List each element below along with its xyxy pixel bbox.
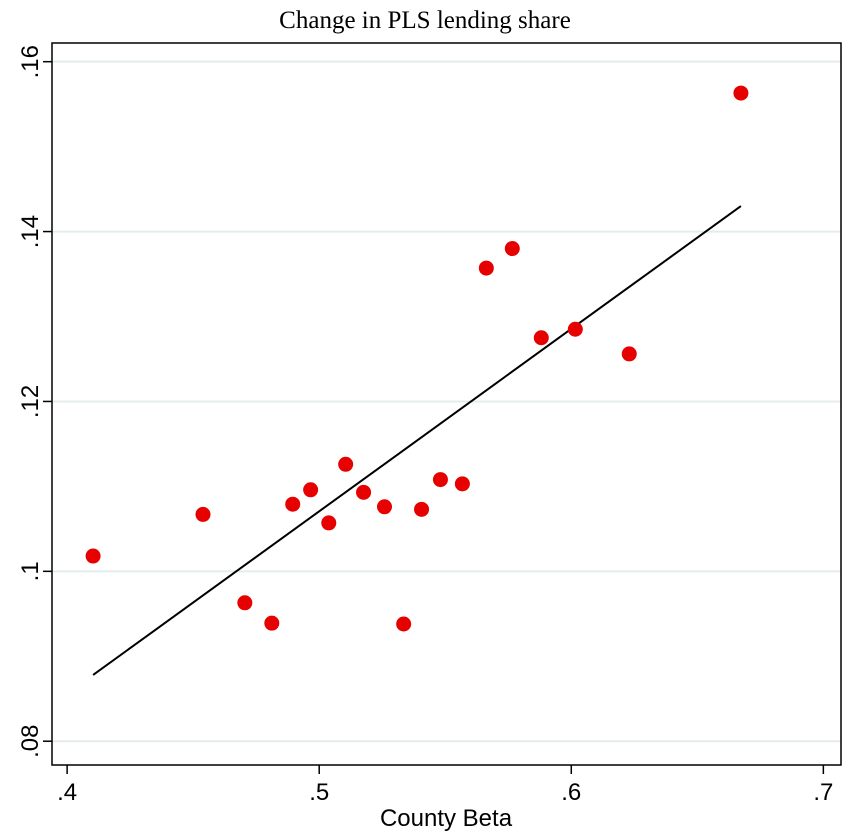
- point: [504, 241, 520, 257]
- point: [321, 515, 337, 531]
- x-tick-label: .5: [309, 779, 329, 806]
- point: [533, 330, 549, 346]
- point: [414, 501, 430, 517]
- chart-title: Change in PLS lending share: [279, 7, 571, 34]
- point: [338, 456, 354, 472]
- fit-line: [92, 205, 742, 676]
- point: [454, 476, 470, 492]
- point: [285, 496, 301, 512]
- x-tick-label: .4: [57, 779, 77, 806]
- point: [85, 548, 101, 564]
- y-tick-label: .16: [17, 45, 44, 78]
- point: [195, 506, 211, 522]
- point: [264, 615, 280, 631]
- point: [733, 85, 749, 101]
- point: [432, 472, 448, 488]
- y-tick-label: .08: [17, 725, 44, 758]
- y-tick-label: .1: [17, 561, 44, 581]
- point: [356, 484, 372, 500]
- point: [237, 595, 253, 611]
- x-tick-label: .6: [561, 779, 581, 806]
- y-tick-label: .12: [17, 385, 44, 418]
- point: [567, 321, 583, 337]
- plot-frame: [51, 42, 842, 766]
- x-axis-label: County Beta: [380, 805, 513, 832]
- x-tick-label: .7: [813, 779, 833, 806]
- point: [478, 260, 494, 276]
- point: [303, 482, 319, 498]
- point: [621, 346, 637, 362]
- y-tick-label: .14: [17, 215, 44, 248]
- point: [396, 616, 412, 632]
- point: [376, 499, 392, 515]
